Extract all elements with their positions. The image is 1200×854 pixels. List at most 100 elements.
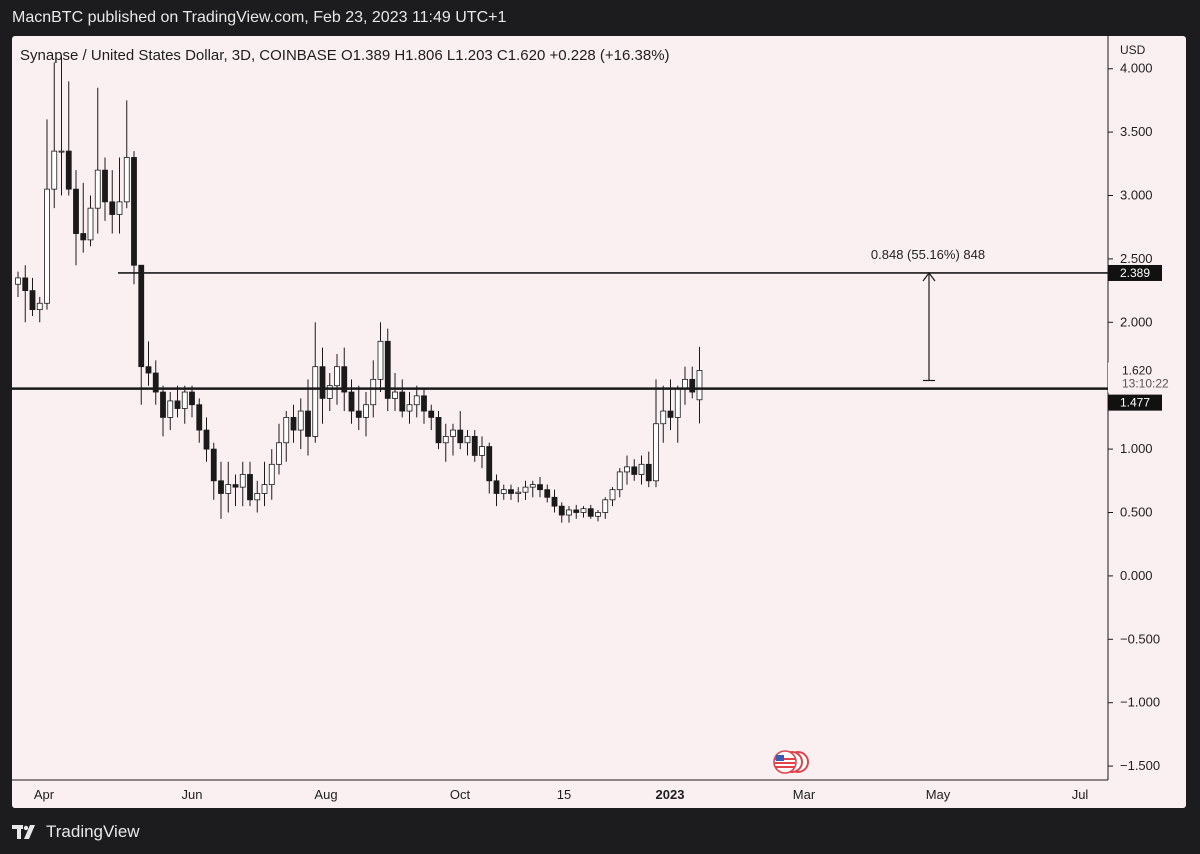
candle-body xyxy=(435,416,442,444)
candle-body xyxy=(645,463,652,482)
price-axis[interactable]: USD 4.0003.5003.0002.5002.0001.5001.0000… xyxy=(1107,36,1169,780)
candle-body xyxy=(138,264,145,368)
candle-body xyxy=(239,474,246,488)
price-tick-label: 0.500 xyxy=(1120,505,1153,520)
candle-body xyxy=(696,370,703,401)
candle-body xyxy=(283,416,290,444)
candle-body xyxy=(355,410,362,418)
time-axis[interactable]: Apr Jun Aug Oct 15 2023 Mar May Jul xyxy=(12,779,1108,802)
candle-body xyxy=(493,480,500,494)
candle-body xyxy=(515,491,522,494)
price-tick-label: 0.000 xyxy=(1120,568,1153,583)
candle-body xyxy=(689,378,696,393)
candle-body xyxy=(384,340,391,399)
candle-body xyxy=(341,366,348,393)
candle-body xyxy=(624,466,630,473)
candle-body xyxy=(566,509,572,516)
candle-body xyxy=(210,448,217,482)
candle-body xyxy=(297,410,304,431)
time-tick-label: Jul xyxy=(1072,787,1089,802)
candle-body xyxy=(442,436,449,444)
candle-body xyxy=(471,436,478,456)
candle-body xyxy=(15,277,21,285)
measure-tool[interactable]: 0.848 (55.16%) 848 xyxy=(871,247,985,382)
time-tick-label: Mar xyxy=(793,787,816,802)
tradingview-logo-icon xyxy=(12,825,35,839)
candle-body xyxy=(232,484,239,488)
measure-label: 0.848 (55.16%) 848 xyxy=(871,247,985,262)
candle-body xyxy=(631,466,638,475)
candle-body xyxy=(399,391,406,412)
measure-arrow-head xyxy=(922,271,936,282)
candle-body xyxy=(326,385,333,399)
candle-body xyxy=(508,489,514,494)
candle-body xyxy=(653,423,659,482)
candles-layer xyxy=(15,56,703,523)
candle-body xyxy=(682,378,688,389)
candle-body xyxy=(660,410,667,425)
candle-body xyxy=(667,410,674,418)
tradingview-brand[interactable]: TradingView xyxy=(12,822,140,842)
candle-body xyxy=(109,201,116,215)
price-tick-label: 3.500 xyxy=(1120,124,1153,139)
published-text: MacnBTC published on TradingView.com, Fe… xyxy=(12,9,507,26)
upper-line-tag: 2.389 xyxy=(1108,264,1162,281)
candle-body xyxy=(145,366,152,374)
last-price-tag: 1.620 13:10:22 xyxy=(1108,362,1169,393)
candle-body xyxy=(479,446,485,456)
candle-body xyxy=(348,391,355,412)
candle-body xyxy=(319,366,326,399)
candle-body xyxy=(44,188,50,304)
candle-body xyxy=(80,233,87,241)
candlestick-chart[interactable]: 0.848 (55.16%) 848 Synapse / United Stat… xyxy=(12,36,1186,808)
candle-body xyxy=(152,372,159,393)
candle-body xyxy=(247,474,253,501)
candle-body xyxy=(174,400,181,409)
svg-text:1.620: 1.620 xyxy=(1122,363,1152,377)
lower-line-tag: 1.477 xyxy=(1108,394,1162,411)
candle-body xyxy=(428,410,435,418)
candle-body xyxy=(464,436,471,444)
candle-body xyxy=(406,404,413,412)
candle-body xyxy=(254,493,261,501)
candle-body xyxy=(609,489,616,501)
price-tick-label: 2.000 xyxy=(1120,314,1153,329)
candle-body xyxy=(500,489,507,494)
candle-body xyxy=(218,480,224,494)
candle-body xyxy=(167,400,174,418)
candle-body xyxy=(595,512,601,517)
time-tick-label: Apr xyxy=(34,787,55,802)
candle-body xyxy=(87,207,94,241)
candle-body xyxy=(123,157,130,203)
candle-body xyxy=(551,496,558,507)
candle-body xyxy=(276,442,282,465)
candle-body xyxy=(638,463,645,475)
candle-body xyxy=(602,499,609,513)
candle-body xyxy=(377,340,384,380)
price-tick-label: −1.500 xyxy=(1120,758,1160,773)
candle-body xyxy=(334,366,340,387)
flag-event-icon[interactable] xyxy=(773,750,809,774)
candle-body xyxy=(203,429,210,450)
candle-body xyxy=(305,410,311,437)
candle-body xyxy=(116,201,123,215)
candle-body xyxy=(522,486,529,493)
price-tick-label: 1.000 xyxy=(1120,441,1153,456)
chart-panel[interactable]: 0.848 (55.16%) 848 Synapse / United Stat… xyxy=(12,36,1186,808)
symbol-legend: Synapse / United States Dollar, 3D, COIN… xyxy=(20,47,670,64)
candle-body xyxy=(616,471,623,491)
candle-body xyxy=(51,150,58,190)
time-tick-label: Oct xyxy=(450,787,471,802)
brand-name: TradingView xyxy=(46,822,140,841)
candle-body xyxy=(160,391,166,418)
time-tick-label: 2023 xyxy=(656,787,685,802)
bar-countdown: 13:10:22 xyxy=(1122,376,1169,390)
candle-body xyxy=(73,188,79,234)
candle-body xyxy=(36,302,43,311)
time-tick-label: 15 xyxy=(557,787,571,802)
candle-body xyxy=(131,157,137,266)
candle-body xyxy=(457,429,464,444)
currency-label: USD xyxy=(1120,43,1146,57)
candle-body xyxy=(312,366,319,437)
candle-body xyxy=(580,508,587,513)
